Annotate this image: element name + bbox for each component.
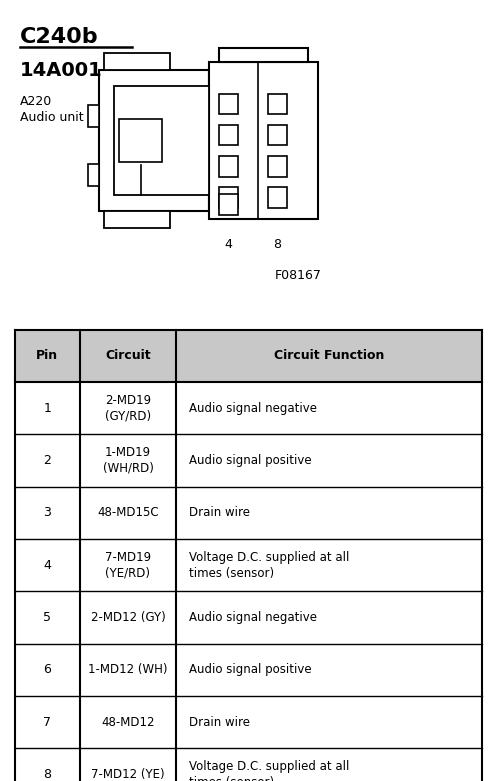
Bar <box>15 330 482 382</box>
Bar <box>209 62 318 219</box>
Text: 1: 1 <box>43 401 51 415</box>
Bar <box>88 105 99 127</box>
Text: 2: 2 <box>43 454 51 467</box>
Text: 2-MD12 (GY): 2-MD12 (GY) <box>90 611 166 624</box>
Bar <box>104 211 170 228</box>
Text: A220: A220 <box>20 95 52 109</box>
Bar <box>219 194 238 215</box>
Text: 4: 4 <box>43 558 51 572</box>
Text: 1-MD19
(WH/RD): 1-MD19 (WH/RD) <box>102 446 154 475</box>
Text: 8: 8 <box>43 768 51 781</box>
Bar <box>104 53 170 70</box>
Text: Drain wire: Drain wire <box>189 506 250 519</box>
Text: 1-MD12 (WH): 1-MD12 (WH) <box>88 663 167 676</box>
Text: 7: 7 <box>43 715 51 729</box>
Bar <box>114 86 209 195</box>
Text: Audio signal positive: Audio signal positive <box>189 663 312 676</box>
Bar <box>268 125 287 145</box>
Text: C240b: C240b <box>20 27 98 48</box>
Text: Voltage D.C. supplied at all
times (sensor): Voltage D.C. supplied at all times (sens… <box>189 551 349 580</box>
Text: 7-MD12 (YE): 7-MD12 (YE) <box>91 768 165 781</box>
Bar <box>88 164 99 186</box>
Text: 6: 6 <box>43 663 51 676</box>
Text: 3: 3 <box>43 506 51 519</box>
Bar <box>268 94 287 114</box>
Text: Circuit Function: Circuit Function <box>274 349 385 362</box>
Text: Circuit: Circuit <box>105 349 151 362</box>
Text: 4: 4 <box>224 238 232 251</box>
Text: Audio signal positive: Audio signal positive <box>189 454 312 467</box>
Text: Audio signal negative: Audio signal negative <box>189 611 317 624</box>
Bar <box>219 156 238 177</box>
Text: Drain wire: Drain wire <box>189 715 250 729</box>
Text: Pin: Pin <box>36 349 58 362</box>
Bar <box>268 156 287 177</box>
Text: Audio signal negative: Audio signal negative <box>189 401 317 415</box>
Bar <box>219 48 308 62</box>
Text: 14A001: 14A001 <box>20 61 102 80</box>
Text: 48-MD12: 48-MD12 <box>101 715 155 729</box>
Bar <box>219 94 238 114</box>
Bar <box>99 70 209 211</box>
Text: 5: 5 <box>43 611 51 624</box>
Text: Audio unit: Audio unit <box>20 111 83 124</box>
Bar <box>268 187 287 208</box>
Bar <box>119 119 162 162</box>
Text: F08167: F08167 <box>275 269 322 283</box>
Text: 2-MD19
(GY/RD): 2-MD19 (GY/RD) <box>105 394 151 423</box>
Text: 48-MD15C: 48-MD15C <box>97 506 159 519</box>
Bar <box>219 187 238 208</box>
Text: 7-MD19
(YE/RD): 7-MD19 (YE/RD) <box>105 551 151 580</box>
Bar <box>219 125 238 145</box>
Text: 8: 8 <box>273 238 281 251</box>
Text: Voltage D.C. supplied at all
times (sensor): Voltage D.C. supplied at all times (sens… <box>189 760 349 781</box>
